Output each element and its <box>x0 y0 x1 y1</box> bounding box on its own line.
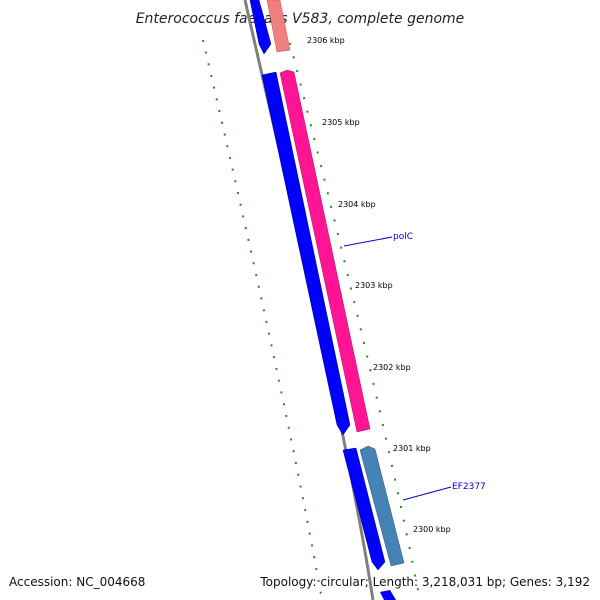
forward-gene-bottom-tail <box>380 590 396 600</box>
backbone-line <box>243 0 375 600</box>
gene-label-leader-EF2377 <box>402 486 452 501</box>
tick-label-2303: 2303 kbp <box>355 281 393 290</box>
tick-track <box>289 42 421 600</box>
forward-gene-middle <box>261 71 351 436</box>
reverse-gene-EF2377 <box>359 445 405 567</box>
tick-label-2300: 2300 kbp <box>413 525 451 534</box>
tick-label-2305: 2305 kbp <box>322 118 360 127</box>
gene-label-EF2377: EF2377 <box>452 482 486 492</box>
reverse-gene-salmon <box>266 0 291 53</box>
accession-text: Accession: NC_004668 <box>9 575 145 589</box>
gene-label-leader-polC <box>343 236 393 247</box>
forward-gene-top <box>249 0 272 55</box>
tick-label-2301: 2301 kbp <box>393 444 431 453</box>
forward-gene-bottom <box>342 447 386 571</box>
gene-label-polC: polC <box>393 232 413 242</box>
genome-summary-text: Topology: circular; Length: 3,218,031 bp… <box>259 575 590 589</box>
reverse-gene-polC <box>279 69 371 433</box>
tick-label-2302: 2302 kbp <box>373 363 411 372</box>
tick-label-2306: 2306 kbp <box>307 36 345 45</box>
map-title: Enterococcus faecalis V583, complete gen… <box>136 11 465 27</box>
tick-label-2304: 2304 kbp <box>338 200 376 209</box>
